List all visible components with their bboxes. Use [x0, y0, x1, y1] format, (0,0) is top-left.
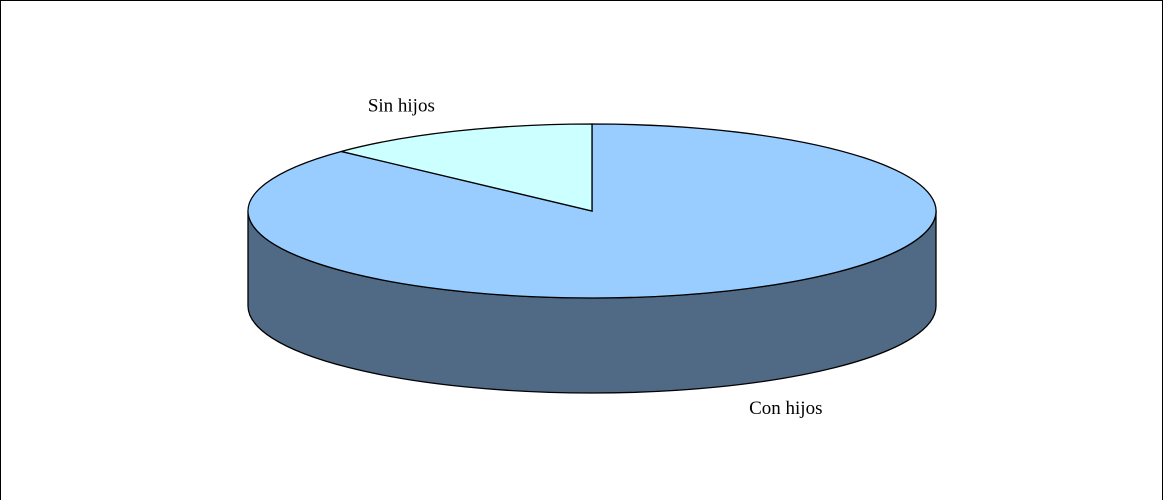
slice-label: Con hijos [749, 398, 822, 419]
slice-label: Sin hijos [368, 96, 435, 117]
pie-slice [341, 123, 593, 212]
